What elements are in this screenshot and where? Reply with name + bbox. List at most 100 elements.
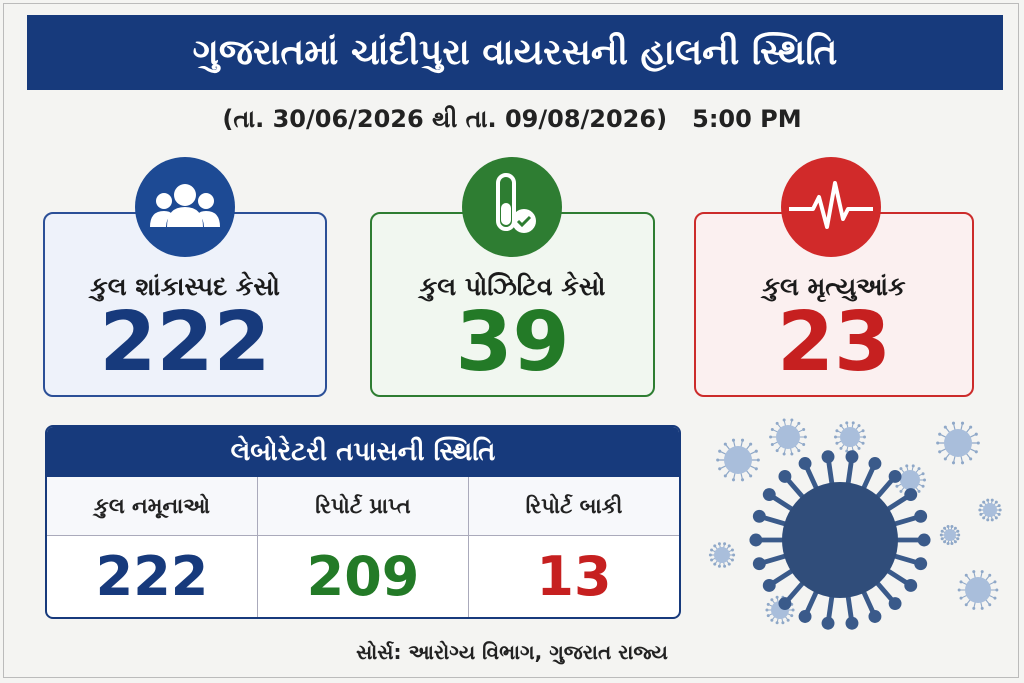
- virus-part: [769, 435, 773, 439]
- virus-part: [960, 461, 965, 465]
- title: ગુજરાતમાં ચાંદીપુરા વાયરસની હાલની સ્થિતિ: [27, 15, 1003, 90]
- virus-part: [727, 562, 731, 566]
- lab-table: લેબોરેટરી તપાસની સ્થિતિ કુલ નમૂનાઓ 222 ર…: [45, 425, 681, 619]
- virus-part: [778, 597, 792, 611]
- virus-part: [911, 464, 915, 468]
- virus-part: [790, 452, 794, 456]
- virus-part: [835, 429, 839, 433]
- virus-part: [770, 443, 774, 447]
- virus-part: [953, 526, 957, 530]
- virus-part: [976, 441, 980, 445]
- virus-part: [917, 533, 931, 547]
- date-range: (તા. 30/06/2026 થી તા. 09/08/2026): [222, 105, 668, 133]
- virus-part: [956, 537, 960, 541]
- column-label: રિપોર્ટ પ્રાપ્ત: [258, 477, 468, 536]
- virus-part: [845, 616, 859, 630]
- virus-part: [713, 544, 717, 548]
- card-label: કુલ પોઝિટિવ કેસો: [419, 272, 606, 301]
- card-value: 23: [776, 295, 892, 390]
- virus-part: [710, 548, 714, 552]
- virus-part: [791, 608, 795, 612]
- virus-part: [986, 498, 990, 502]
- lab-column: રિપોર્ટ બાકી 13: [469, 477, 679, 617]
- virus-part: [936, 441, 940, 445]
- virus-part: [821, 616, 835, 630]
- virus-part: [943, 457, 947, 461]
- virus-part: [723, 442, 727, 446]
- virus-part: [845, 450, 859, 464]
- virus-part: [845, 449, 849, 453]
- virus-part: [723, 542, 727, 546]
- virus-part: [995, 588, 999, 592]
- virus-part: [718, 467, 722, 471]
- virus-part: [713, 562, 717, 566]
- virus-part: [778, 469, 792, 483]
- people-icon: [135, 157, 235, 257]
- virus-part: [770, 618, 774, 622]
- virus-part: [868, 457, 882, 470]
- virus-part: [834, 435, 837, 439]
- virus-part: [754, 449, 758, 453]
- virus-part: [965, 577, 991, 603]
- virus-part: [724, 446, 752, 474]
- virus-part: [803, 435, 807, 439]
- virus-part: [752, 509, 766, 523]
- virus-part: [802, 427, 806, 431]
- virus-part: [776, 425, 800, 449]
- virus-part: [938, 450, 942, 454]
- virus-part: [717, 542, 721, 546]
- virus-part: [969, 457, 973, 461]
- virus-part: [839, 424, 843, 428]
- card-label: કુલ શાંકાસ્પદ કેસો: [90, 272, 280, 301]
- virus-part: [969, 425, 973, 429]
- card-value: 39: [455, 295, 570, 390]
- virus-part: [861, 441, 865, 445]
- virus-part: [762, 579, 776, 592]
- virus-part: [775, 621, 779, 625]
- virus-part: [708, 553, 712, 557]
- virus-part: [839, 446, 843, 450]
- virus-part: [943, 526, 947, 530]
- virus-part: [723, 564, 727, 568]
- virus-part: [731, 478, 736, 482]
- virus-part: [775, 421, 779, 425]
- virus-part: [770, 598, 774, 602]
- virus-part: [899, 467, 903, 471]
- lab-column: રિપોર્ટ પ્રાપ્ત 209: [258, 477, 469, 617]
- virus-part: [857, 424, 861, 428]
- virus-part: [982, 500, 986, 504]
- virus-part: [959, 580, 963, 584]
- virus-part: [940, 529, 944, 533]
- virus-part: [979, 512, 983, 516]
- column-label: કુલ નમૂનાઓ: [47, 477, 257, 536]
- heartbeat-icon: [781, 157, 881, 257]
- virus-part: [888, 597, 902, 611]
- virus-part: [950, 525, 954, 529]
- virus-part: [863, 435, 866, 439]
- lab-column: કુલ નમૂનાઓ 222: [47, 477, 258, 617]
- card-value: 222: [99, 295, 271, 390]
- virus-part: [979, 504, 983, 508]
- virus-part: [943, 540, 947, 544]
- virus-part: [798, 457, 812, 470]
- virus-part: [762, 488, 776, 501]
- virus-part: [988, 573, 992, 577]
- virus-part: [710, 558, 714, 562]
- virus-part: [802, 443, 806, 447]
- virus-part: [904, 579, 918, 592]
- virus-part: [944, 429, 972, 457]
- source: સોર્સ: આરોગ્ય વિભાગ, ગુજરાત રાજ્ય: [356, 640, 668, 664]
- virus-part: [786, 618, 790, 622]
- virus-part: [943, 425, 947, 429]
- virus-part: [756, 458, 760, 462]
- virus-part: [988, 603, 992, 607]
- virus-part: [888, 469, 902, 483]
- virus-part: [900, 470, 920, 490]
- virus-part: [978, 508, 982, 512]
- virus-part: [990, 518, 994, 522]
- virus-part: [951, 461, 956, 465]
- virus-part: [749, 442, 753, 446]
- virus-part: [972, 570, 976, 574]
- test-tube-icon: [462, 157, 562, 257]
- time: 5:00 PM: [692, 105, 802, 133]
